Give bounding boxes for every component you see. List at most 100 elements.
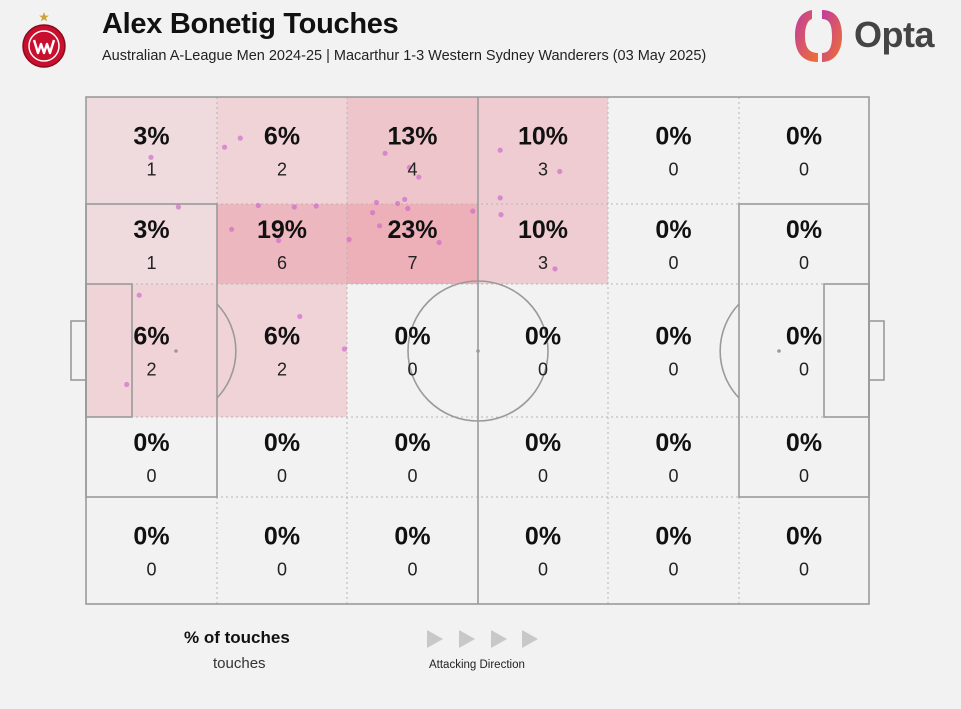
left-penalty-spot (174, 349, 178, 353)
touch-dot (136, 292, 142, 298)
touch-dot (124, 381, 130, 388)
heat-cell (217, 97, 347, 204)
opta-mark-icon (795, 10, 842, 62)
touch-dot (222, 144, 228, 150)
touch-dot (377, 223, 383, 229)
touch-dot (313, 203, 319, 209)
zone-count-label: 1 (146, 160, 156, 180)
touch-dot (402, 196, 408, 202)
heat-cell (217, 204, 347, 284)
heat-cell (86, 204, 217, 284)
zone-percent-label: 0% (525, 523, 561, 551)
touch-dot (497, 195, 503, 201)
zone-count-label: 0 (538, 560, 548, 580)
opta-logo-text: Opta (854, 14, 935, 55)
zone-percent-label: 0% (394, 323, 430, 351)
header: Alex Bonetig Touches Australian A-League… (0, 0, 961, 80)
zone-percent-label: 0% (786, 323, 822, 351)
zone-count-label: 2 (277, 360, 287, 380)
zone-percent-label: 0% (786, 523, 822, 551)
zone-percent-label: 0% (525, 323, 561, 351)
zone-count-label: 4 (407, 160, 417, 180)
touch-dot (405, 205, 411, 212)
touch-dot (395, 200, 401, 207)
touch-dot (276, 237, 282, 244)
zone-percent-label: 0% (525, 429, 561, 457)
zone-percent-label: 13% (387, 123, 437, 151)
zone-percent-label: 0% (394, 523, 430, 551)
zone-percent-label: 3% (133, 216, 169, 244)
zone-count-label: 6 (277, 253, 287, 273)
zone-percent-label: 0% (133, 523, 169, 551)
zone-percent-label: 0% (264, 429, 300, 457)
touch-dot (370, 210, 376, 216)
touch-dot (297, 313, 303, 320)
right-penalty-arc (719, 303, 740, 399)
play-triangle-icon (522, 630, 538, 648)
zone-percent-label: 0% (133, 429, 169, 457)
heat-cell (347, 204, 478, 284)
touch-dot (373, 199, 380, 206)
zone-percent-label: 0% (786, 216, 822, 244)
zone-percent-label: 0% (264, 523, 300, 551)
zone-count-label: 0 (668, 466, 678, 486)
zone-count-label: 1 (146, 253, 156, 273)
opta-logo: Opta (792, 6, 952, 66)
touch-dot (498, 212, 504, 218)
touch-dot (175, 204, 181, 210)
touch-dot (237, 135, 243, 141)
touch-dot (497, 147, 503, 153)
heat-cell (347, 97, 478, 204)
zone-count-label: 0 (146, 560, 156, 580)
play-triangle-icon (427, 630, 443, 648)
zone-count-label: 0 (668, 160, 678, 180)
zone-count-label: 0 (668, 253, 678, 273)
zone-count-label: 2 (146, 360, 156, 380)
attacking-direction-arrows (427, 630, 538, 648)
left-goal (70, 320, 87, 381)
zone-count-label: 7 (407, 253, 417, 273)
legend-count-label: touches (213, 655, 266, 672)
zone-count-label: 0 (277, 560, 287, 580)
touch-dot (255, 202, 261, 209)
touch-dot (291, 204, 297, 210)
zone-percent-label: 0% (655, 429, 691, 457)
touch-dot (470, 208, 476, 214)
zone-percent-label: 6% (264, 323, 300, 351)
zone-count-label: 0 (538, 466, 548, 486)
right-goal (868, 320, 885, 381)
zone-percent-label: 10% (518, 216, 568, 244)
zone-count-label: 0 (799, 560, 809, 580)
zone-count-label: 0 (407, 560, 417, 580)
touch-dot (436, 239, 442, 246)
zone-count-label: 2 (277, 160, 287, 180)
touch-dot (229, 226, 235, 232)
zone-percent-label: 3% (133, 123, 169, 151)
zone-percent-label: 23% (387, 216, 437, 244)
page-title: Alex Bonetig Touches (102, 8, 399, 40)
attacking-direction-label: Attacking Direction (429, 659, 525, 671)
touch-dot (148, 154, 154, 160)
legend-percent-label: % of touches (184, 628, 290, 647)
touch-dot (552, 266, 558, 272)
match-subtitle: Australian A-League Men 2024-25 | Macart… (102, 48, 707, 64)
left-penalty-arc (216, 303, 237, 399)
zone-percent-label: 0% (394, 429, 430, 457)
zone-count-label: 0 (668, 560, 678, 580)
zone-count-label: 0 (146, 466, 156, 486)
heat-cell (478, 204, 608, 284)
zone-count-label: 3 (538, 160, 548, 180)
play-triangle-icon (491, 630, 507, 648)
zone-percent-label: 0% (786, 123, 822, 151)
zone-count-label: 0 (799, 253, 809, 273)
zone-percent-label: 6% (133, 323, 169, 351)
touch-dot (407, 226, 413, 232)
zone-percent-label: 10% (518, 123, 568, 151)
zone-percent-label: 19% (257, 216, 307, 244)
zone-count-label: 0 (538, 360, 548, 380)
touch-dot (341, 346, 347, 352)
zone-count-label: 0 (407, 360, 417, 380)
western-sydney-wanderers-badge-icon (22, 12, 66, 68)
zone-percent-label: 6% (264, 123, 300, 151)
